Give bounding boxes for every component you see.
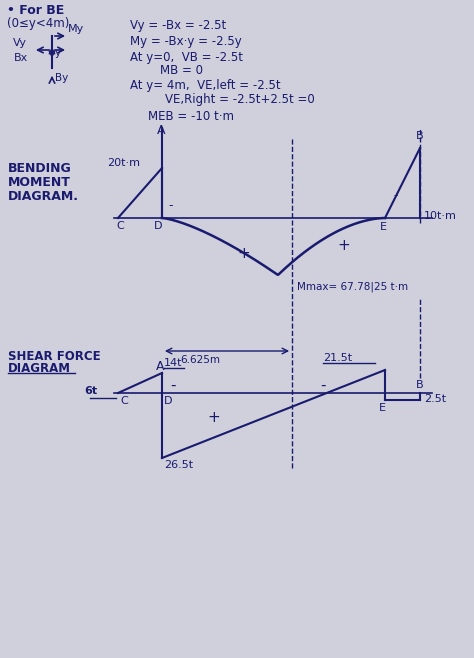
Text: 10t·m: 10t·m bbox=[424, 211, 457, 221]
Text: DIAGRAM: DIAGRAM bbox=[8, 361, 71, 374]
Text: C: C bbox=[116, 221, 124, 231]
Text: C: C bbox=[120, 396, 128, 406]
Text: VE,Right = -2.5t+2.5t =0: VE,Right = -2.5t+2.5t =0 bbox=[165, 93, 315, 107]
Text: 14t: 14t bbox=[164, 358, 182, 368]
Text: DIAGRAM.: DIAGRAM. bbox=[8, 190, 79, 203]
Text: B: B bbox=[416, 131, 424, 141]
Text: MB = 0: MB = 0 bbox=[160, 64, 203, 76]
Text: • For BE: • For BE bbox=[7, 5, 64, 18]
Text: (0≤y<4m): (0≤y<4m) bbox=[7, 16, 69, 30]
Text: -: - bbox=[168, 199, 173, 213]
Text: 6t: 6t bbox=[84, 386, 97, 396]
Text: +: + bbox=[237, 245, 250, 261]
Text: +: + bbox=[337, 238, 350, 253]
Text: -: - bbox=[170, 378, 175, 393]
Text: MEB = -10 t·m: MEB = -10 t·m bbox=[148, 109, 234, 122]
Text: SHEAR FORCE: SHEAR FORCE bbox=[8, 349, 100, 363]
Text: B: B bbox=[416, 380, 424, 390]
Text: MOMENT: MOMENT bbox=[8, 176, 71, 188]
Text: E: E bbox=[379, 403, 386, 413]
Text: Mmax= 67.78|25 t·m: Mmax= 67.78|25 t·m bbox=[297, 282, 408, 292]
Text: E: E bbox=[380, 222, 387, 232]
Text: 21.5t: 21.5t bbox=[323, 353, 352, 363]
Text: D: D bbox=[154, 221, 163, 231]
Text: My: My bbox=[68, 24, 84, 34]
Text: At y= 4m,  VE,left = -2.5t: At y= 4m, VE,left = -2.5t bbox=[130, 78, 281, 91]
Text: 20t·m: 20t·m bbox=[107, 158, 140, 168]
Text: Bx: Bx bbox=[14, 53, 28, 63]
Text: BENDING: BENDING bbox=[8, 161, 72, 174]
Text: -: - bbox=[393, 190, 398, 203]
Text: At y=0,  VB = -2.5t: At y=0, VB = -2.5t bbox=[130, 51, 243, 64]
Text: A: A bbox=[156, 361, 164, 374]
Text: Vy = -Bx = -2.5t: Vy = -Bx = -2.5t bbox=[130, 20, 226, 32]
Text: D: D bbox=[164, 396, 173, 406]
Text: y: y bbox=[55, 48, 61, 58]
Text: -: - bbox=[320, 378, 326, 393]
Text: My = -Bx·y = -2.5y: My = -Bx·y = -2.5y bbox=[130, 34, 242, 47]
Text: Vy: Vy bbox=[13, 38, 27, 48]
Text: 26.5t: 26.5t bbox=[164, 460, 193, 470]
Text: A: A bbox=[157, 124, 165, 136]
Text: 2.5t: 2.5t bbox=[424, 394, 446, 404]
Text: 6.625m: 6.625m bbox=[180, 355, 220, 365]
Text: +: + bbox=[207, 411, 220, 426]
Text: By: By bbox=[55, 73, 68, 83]
